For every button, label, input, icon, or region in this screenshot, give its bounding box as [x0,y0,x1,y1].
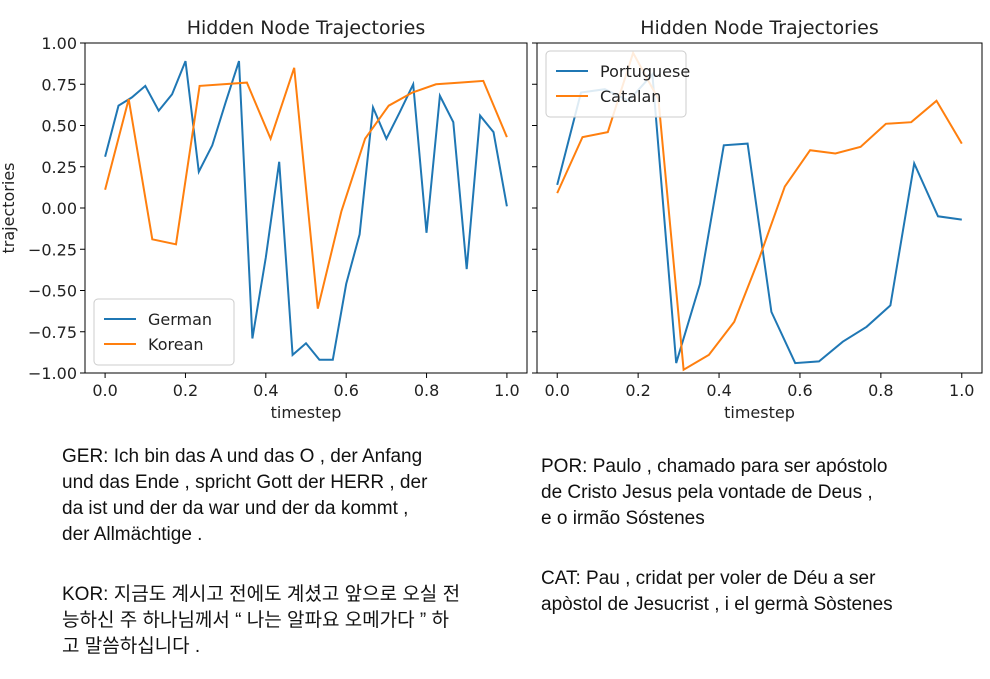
chart-title: Hidden Node Trajectories [187,17,426,39]
legend-label: Portuguese [600,62,690,81]
x-tick-label: 0.0 [92,381,117,400]
caption-line: KOR: 지금도 계시고 전에도 계셨고 앞으로 오실 전 [62,584,461,605]
y-tick-label: −0.50 [28,282,77,301]
caption-line: GER: Ich bin das A und das O , der Anfan… [62,446,423,467]
legend-box [93,298,235,366]
chart-title: Hidden Node Trajectories [640,17,879,39]
caption-line: und das Ende , spricht Gott der HERR , d… [62,472,428,493]
x-tick-label: 1.0 [494,381,519,400]
x-tick-label: 0.2 [173,381,198,400]
y-tick-label: 0.25 [41,158,77,177]
y-tick-label: 0.75 [41,75,77,94]
legend-label: Korean [148,335,204,354]
caption-line: 고 말씀하십니다 . [62,636,201,657]
line-series [556,71,962,365]
caption-line: da ist und der da war und der da kommt , [62,498,409,519]
caption: POR: Paulo , chamado para ser apóstolo de… [541,454,887,532]
x-tick-label: 0.6 [787,381,812,400]
caption-line: CAT: Pau , cridat per voler de Déu a ser [541,568,876,589]
x-tick-label: 0.4 [706,381,731,400]
y-tick-label: −0.25 [28,240,77,259]
x-tick-label: 0.0 [545,381,570,400]
y-tick-label: −0.75 [28,323,77,342]
x-tick-label: 0.6 [333,381,358,400]
legend: Portuguese Catalan [545,50,690,118]
y-tick-label: 0.00 [41,199,77,218]
caption-line: e o irmão Sóstenes [541,508,705,529]
x-axis-label: timestep [271,403,342,422]
y-axis-label: trajectories [0,162,18,253]
y-tick-label: 0.50 [41,117,77,136]
caption: CAT: Pau , cridat per voler de Déu a ser… [541,566,893,618]
line-series [104,60,508,361]
x-axis-label: timestep [724,403,795,422]
x-tick-label: 0.4 [253,381,278,400]
legend-label: German [148,310,212,329]
x-tick-label: 0.8 [414,381,439,400]
x-tick-label: 0.2 [625,381,650,400]
x-tick-label: 0.8 [868,381,893,400]
legend: German Korean [93,298,235,366]
caption-line: de Cristo Jesus pela vontade de Deus , [541,482,873,503]
caption-line: der Allmächtige . [62,524,203,545]
figure: Hidden Node Trajectories −1.00 −0.75 −0.50 −… [0,17,983,422]
x-tick-label: 1.0 [949,381,974,400]
legend-box [545,50,687,118]
axes-frame [84,42,528,374]
line-series [104,67,508,309]
caption-line: POR: Paulo , chamado para ser apóstolo [541,456,888,477]
legend-label: Catalan [600,87,661,106]
caption: GER: Ich bin das A und das O , der Anfan… [62,444,427,548]
axes-frame [536,42,983,374]
y-tick-label: −1.00 [28,364,77,383]
y-tick-label: 1.00 [41,34,77,53]
caption-line: 능하신 주 하나님께서 “ 나는 알파요 오메가다 ” 하 [62,610,450,631]
caption-line: apòstol de Jesucrist , i el germà Sòsten… [541,594,893,615]
